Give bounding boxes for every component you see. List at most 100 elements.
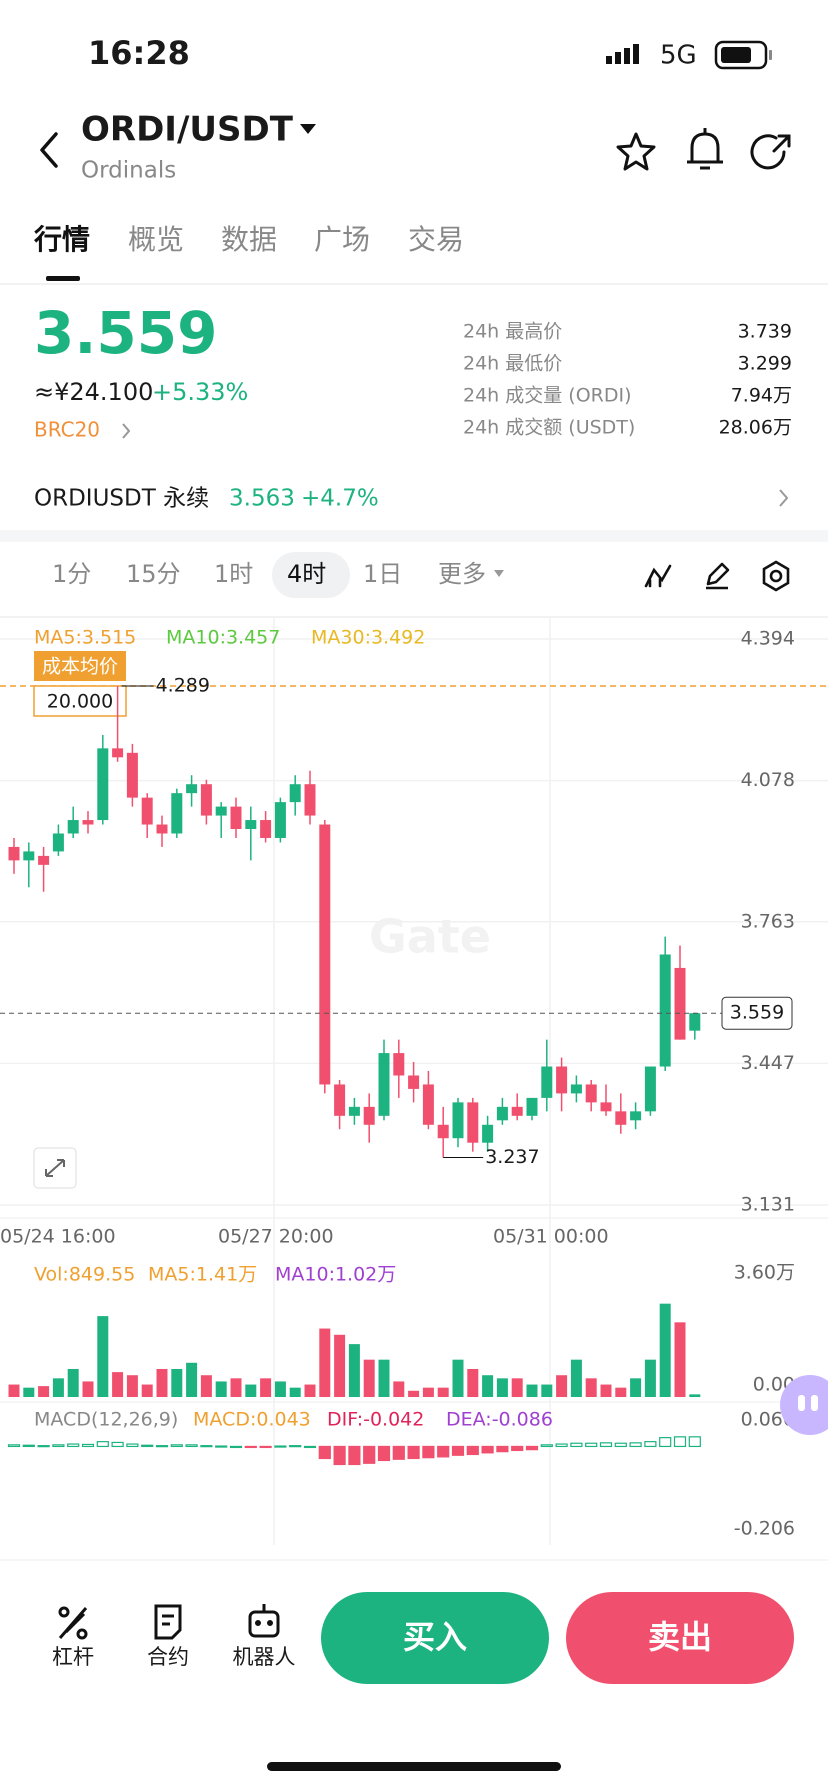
tab[interactable]: 广场 [314, 223, 370, 256]
volume-bar [393, 1381, 405, 1397]
tool-label[interactable]: 合约 [147, 1645, 189, 1669]
macd-bar [96, 1441, 109, 1448]
volume-bar [541, 1384, 553, 1397]
perp-chevron[interactable] [779, 489, 789, 507]
y-tick-label: 3.763 [741, 910, 795, 932]
interval-option[interactable]: 更多 [438, 560, 486, 588]
tab-underline [46, 276, 80, 281]
bot-icon[interactable] [248, 1604, 280, 1638]
volume-bar [156, 1369, 168, 1397]
volume-bar [171, 1369, 183, 1397]
high-label: 4.289 [156, 675, 210, 697]
y-tick-label: 3.60万 [734, 1262, 795, 1284]
interval-option[interactable]: 4时 [287, 560, 326, 588]
volume-bar [304, 1384, 316, 1397]
macd-bar [377, 1445, 391, 1462]
pair-name: Ordinals [81, 158, 176, 184]
sell-label[interactable]: 卖出 [648, 1618, 712, 1656]
candle-body [67, 820, 79, 834]
macd-bar [673, 1436, 687, 1448]
last-price-box [721, 996, 793, 1030]
back-button[interactable] [40, 132, 58, 168]
leverage-icon[interactable] [58, 1606, 88, 1640]
volume-bar [319, 1328, 331, 1397]
candle-body [82, 820, 94, 825]
macd-bar [200, 1445, 213, 1448]
tab[interactable]: 行情 [33, 223, 90, 256]
macd-bar [229, 1445, 243, 1449]
draw-button[interactable] [706, 562, 730, 590]
interval-option[interactable]: 1日 [363, 560, 402, 588]
x-tick-label: 05/31 00:00 [493, 1226, 609, 1248]
home-indicator [267, 1762, 561, 1771]
sell-button[interactable] [566, 1592, 794, 1684]
interval-option[interactable]: 1分 [52, 560, 91, 588]
pair-dropdown[interactable] [300, 124, 316, 134]
candle-body [141, 797, 153, 825]
tool-label[interactable]: 杠杆 [52, 1645, 94, 1669]
y-tick-label: 4.078 [741, 769, 795, 791]
macd-bar [111, 1441, 124, 1448]
alert-button[interactable] [687, 128, 723, 170]
interval-option[interactable]: 1时 [214, 560, 253, 588]
macd-bar [244, 1445, 257, 1449]
cost-tag [34, 651, 126, 681]
candle-body [274, 802, 286, 838]
volume-bar [67, 1369, 79, 1397]
candle-body [260, 820, 272, 838]
candle-body [452, 1102, 464, 1139]
token-tag[interactable]: BRC20 [34, 418, 100, 442]
tag-chevron [122, 423, 131, 439]
volume-bar [38, 1386, 50, 1397]
macd-bar [451, 1445, 465, 1456]
y-tick-label: 3.447 [741, 1052, 795, 1074]
macd-bar [614, 1442, 627, 1448]
volume-bar [422, 1387, 434, 1397]
tab[interactable]: 概览 [128, 223, 184, 256]
low-label: 3.237 [485, 1146, 539, 1168]
macd-bar [437, 1445, 450, 1458]
macd-bar [540, 1444, 553, 1448]
macd-bar [52, 1444, 65, 1448]
favorite-button[interactable] [616, 132, 656, 171]
tab[interactable]: 数据 [221, 223, 277, 256]
candle-body [674, 967, 686, 1040]
cny-price: ≈¥24.100 [34, 378, 153, 406]
candle-body [496, 1106, 508, 1121]
macd-bar [629, 1442, 642, 1448]
candle-body [186, 784, 198, 794]
macd-legend: MACD(12,26,9) [34, 1409, 178, 1431]
volume-bar [8, 1384, 20, 1397]
tool-label[interactable]: 机器人 [233, 1645, 296, 1669]
buy-label[interactable]: 买入 [403, 1618, 467, 1656]
perp-name[interactable]: ORDIUSDT 永续 [34, 486, 209, 512]
contract-icon[interactable] [154, 1604, 182, 1640]
macd-bar [659, 1437, 672, 1448]
volume-bar [215, 1381, 227, 1397]
volume-bar [615, 1387, 627, 1397]
cost-value: 20.000 [47, 691, 113, 713]
interval-option[interactable]: 15分 [126, 560, 181, 588]
volume-bar [141, 1384, 153, 1397]
interval-selected-bg [272, 552, 350, 598]
candle-body [541, 1066, 553, 1098]
indicator-button[interactable] [644, 564, 672, 588]
candle-body [319, 824, 331, 1085]
status-network: 5G [660, 41, 697, 71]
assistant-bubble[interactable] [780, 1375, 828, 1435]
last-price: 3.559 [34, 299, 217, 367]
macd-bar [644, 1441, 657, 1448]
vol-legend: Vol:849.55 [34, 1264, 135, 1286]
buy-button[interactable] [321, 1592, 549, 1684]
tab[interactable]: 交易 [408, 223, 464, 256]
macd-bar [274, 1445, 287, 1448]
macd-bar [126, 1443, 139, 1448]
share-button[interactable] [750, 134, 791, 170]
settings-button[interactable] [762, 560, 790, 592]
change-percent: +5.33% [152, 378, 248, 406]
volume-bar [97, 1316, 109, 1397]
fullscreen-button[interactable] [33, 1147, 77, 1189]
more-dropdown[interactable] [494, 570, 504, 577]
pair-title[interactable]: ORDI/USDT [81, 110, 294, 150]
volume-bar [112, 1372, 124, 1397]
